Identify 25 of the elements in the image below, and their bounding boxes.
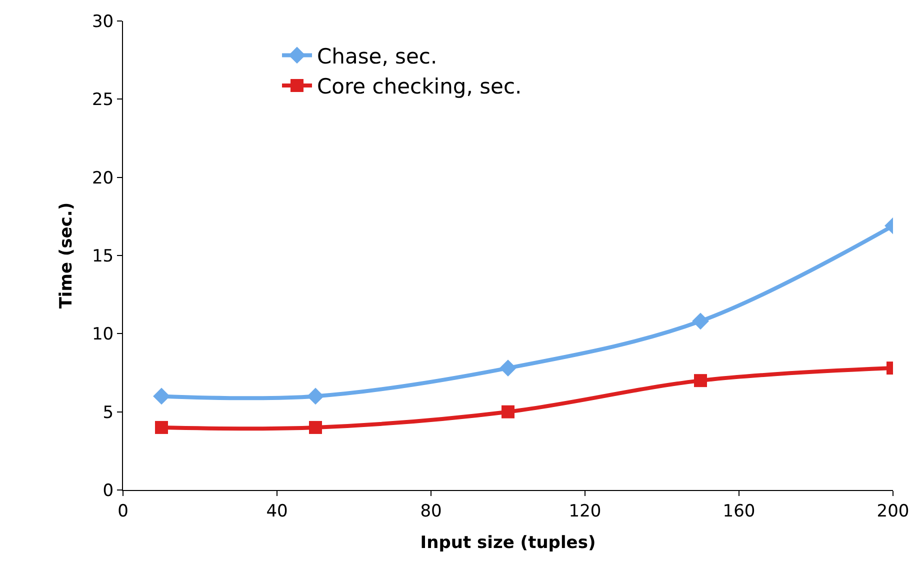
x-tick-label: 160 <box>722 501 756 522</box>
y-tick-label: 25 <box>92 90 114 110</box>
x-tick-label: 80 <box>420 501 442 522</box>
y-tick-label: 10 <box>92 324 114 345</box>
legend-label: Chase, sec. <box>317 44 438 68</box>
y-tick-label: 5 <box>102 402 114 423</box>
point <box>155 420 168 434</box>
y-tick-label: 30 <box>92 12 114 32</box>
point <box>307 388 324 405</box>
x-tick-label: 200 <box>876 501 910 522</box>
x-tick-label: 0 <box>118 501 128 522</box>
y-tick-label: 0 <box>102 480 114 501</box>
legend-label: Core checking, sec. <box>317 74 522 99</box>
point <box>694 374 707 388</box>
point <box>153 388 170 405</box>
y-tick-label: 20 <box>92 168 114 188</box>
point <box>309 420 322 434</box>
x-axis-title: Input size (tuples) <box>420 532 596 553</box>
y-axis-title: Time (sec.) <box>56 202 77 309</box>
x-tick-label: 40 <box>266 501 288 522</box>
y-tick-label: 15 <box>92 246 114 266</box>
point <box>502 405 514 418</box>
point <box>692 312 709 330</box>
x-tick-label: 120 <box>568 501 602 522</box>
point <box>500 360 516 377</box>
